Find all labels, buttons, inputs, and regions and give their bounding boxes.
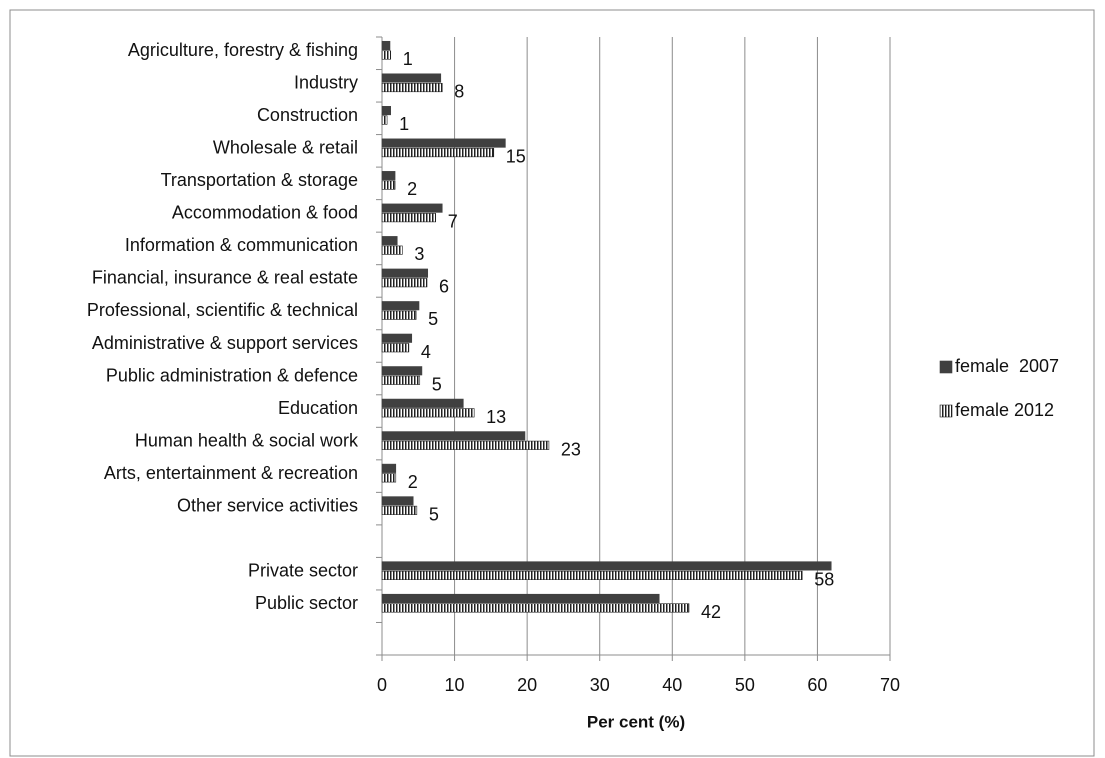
x-tick-label: 10 bbox=[445, 675, 465, 695]
data-label: 5 bbox=[432, 374, 442, 394]
bar bbox=[381, 333, 413, 343]
bar bbox=[381, 115, 388, 125]
bar bbox=[381, 561, 832, 571]
legend-label: female 2012 bbox=[955, 400, 1054, 420]
y-tick-label: Transportation & storage bbox=[161, 170, 358, 190]
bar bbox=[381, 213, 437, 223]
bar bbox=[381, 278, 428, 288]
data-label: 5 bbox=[428, 309, 438, 329]
chart-frame bbox=[9, 9, 1095, 757]
bar bbox=[381, 148, 495, 158]
data-label: 1 bbox=[399, 114, 409, 134]
data-label: 2 bbox=[408, 472, 418, 492]
y-tick-label: Information & communication bbox=[125, 235, 358, 255]
bar bbox=[381, 40, 391, 51]
bar bbox=[381, 73, 442, 83]
bar bbox=[381, 366, 423, 376]
x-tick-label: 60 bbox=[807, 675, 827, 695]
y-tick-label: Human health & social work bbox=[135, 430, 359, 450]
bar bbox=[381, 310, 417, 320]
x-tick-label: 70 bbox=[880, 675, 900, 695]
data-label: 3 bbox=[414, 244, 424, 264]
data-label: 1 bbox=[403, 49, 413, 69]
bar bbox=[381, 106, 392, 116]
data-label: 5 bbox=[429, 504, 439, 524]
bar bbox=[381, 343, 410, 353]
bar bbox=[381, 236, 398, 246]
bar bbox=[381, 171, 396, 181]
bar bbox=[381, 50, 392, 60]
x-tick-label: 30 bbox=[590, 675, 610, 695]
bar bbox=[381, 82, 443, 93]
bar bbox=[381, 570, 803, 580]
y-tick-label: Arts, entertainment & recreation bbox=[104, 463, 358, 483]
x-tick-label: 40 bbox=[662, 675, 682, 695]
bar bbox=[381, 398, 464, 408]
bar bbox=[381, 408, 475, 418]
y-tick-label: Accommodation & food bbox=[172, 203, 358, 223]
data-label: 42 bbox=[701, 602, 721, 622]
legend-swatch bbox=[939, 404, 953, 418]
legend-label: female 2007 bbox=[955, 356, 1059, 376]
y-tick-label: Financial, insurance & real estate bbox=[92, 268, 358, 288]
data-label: 13 bbox=[486, 407, 506, 427]
data-label: 7 bbox=[448, 212, 458, 232]
data-label: 2 bbox=[407, 179, 417, 199]
y-tick-label: Wholesale & retail bbox=[213, 138, 358, 158]
bar bbox=[381, 268, 429, 278]
bar bbox=[381, 203, 443, 213]
y-tick-label: Agriculture, forestry & fishing bbox=[128, 40, 358, 60]
bar bbox=[381, 505, 418, 515]
y-tick-label: Construction bbox=[257, 105, 358, 125]
y-tick-label: Public administration & defence bbox=[106, 365, 358, 385]
y-tick-label: Education bbox=[278, 398, 358, 418]
data-label: 15 bbox=[506, 147, 526, 167]
bar bbox=[381, 463, 397, 473]
data-label: 6 bbox=[439, 277, 449, 297]
x-axis-title: Per cent (%) bbox=[587, 712, 685, 731]
x-tick-label: 0 bbox=[377, 675, 387, 695]
bar bbox=[381, 301, 420, 311]
bar bbox=[381, 496, 414, 506]
bar bbox=[381, 431, 526, 441]
y-tick-label: Administrative & support services bbox=[92, 333, 358, 353]
data-label: 8 bbox=[454, 82, 464, 102]
y-tick-label: Industry bbox=[294, 73, 358, 93]
legend-swatch bbox=[939, 360, 953, 374]
y-tick-label: Other service activities bbox=[177, 495, 358, 515]
bar bbox=[381, 138, 506, 148]
x-tick-label: 20 bbox=[517, 675, 537, 695]
bar bbox=[381, 473, 397, 483]
bar bbox=[381, 180, 396, 190]
y-tick-label: Private sector bbox=[248, 560, 358, 580]
bar bbox=[381, 603, 690, 613]
data-label: 58 bbox=[814, 569, 834, 589]
data-label: 4 bbox=[421, 342, 431, 362]
bar bbox=[381, 375, 421, 385]
bar bbox=[381, 245, 403, 255]
y-tick-label: Public sector bbox=[255, 593, 358, 613]
bar bbox=[381, 593, 660, 604]
bar bbox=[381, 440, 550, 450]
y-tick-label: Professional, scientific & technical bbox=[87, 300, 358, 320]
data-label: 23 bbox=[561, 439, 581, 459]
x-tick-label: 50 bbox=[735, 675, 755, 695]
